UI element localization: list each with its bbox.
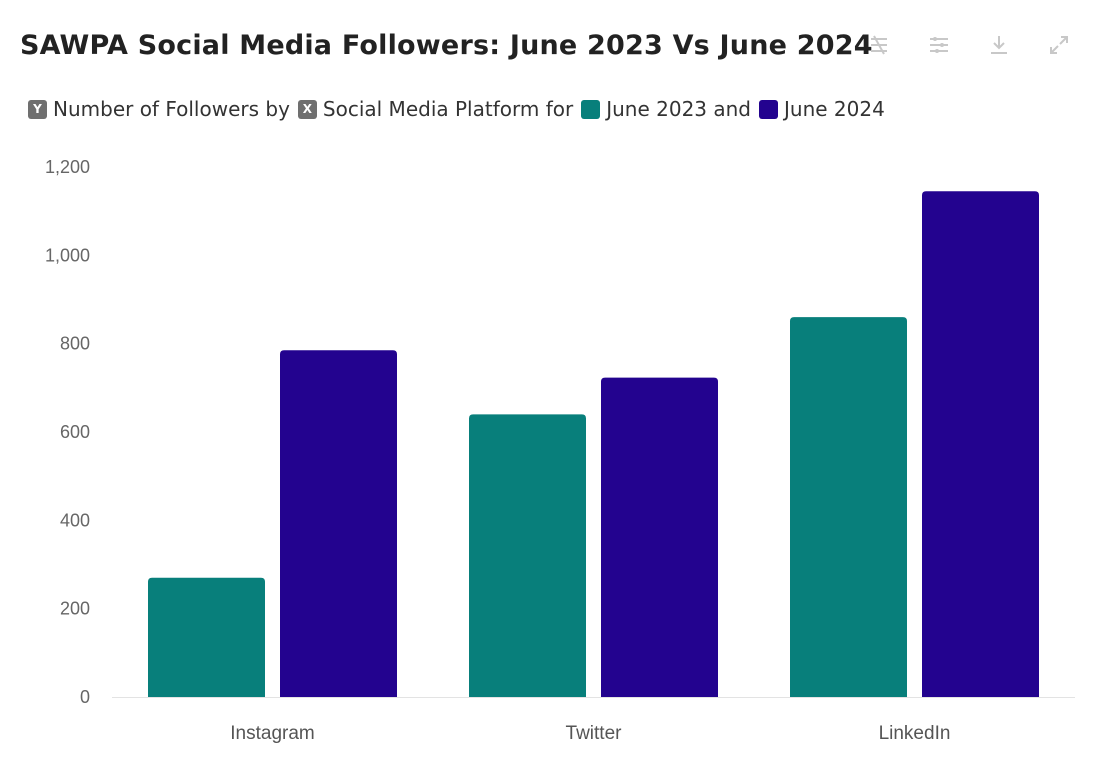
download-icon: [991, 36, 1007, 54]
y-tick-label: 200: [60, 599, 90, 619]
legend-swatch-june-2023: [581, 99, 601, 119]
expand-icon: [1050, 36, 1068, 54]
chart-toolbar: [864, 30, 1074, 60]
chart-title: SAWPA Social Media Followers: June 2023 …: [20, 30, 873, 61]
filter-button[interactable]: [924, 30, 954, 60]
y-tick-label: 800: [60, 334, 90, 354]
y-axis-tag: Y: [28, 99, 47, 119]
y-tick-label: 400: [60, 510, 90, 530]
chart-subtitle: Y Number of Followers by X Social Media …: [28, 97, 885, 121]
x-tick-label-instagram: Instagram: [230, 723, 314, 744]
bar-twitter-june-2023[interactable]: [469, 414, 586, 697]
pan-button[interactable]: [864, 30, 894, 60]
y-tick-label: 0: [80, 687, 90, 707]
y-tick-label: 1,200: [45, 157, 90, 177]
bar-linkedin-june-2023[interactable]: [790, 317, 907, 697]
download-button[interactable]: [984, 30, 1014, 60]
bar-instagram-june-2023[interactable]: [148, 577, 265, 697]
x-axis-tag: X: [297, 99, 317, 119]
pan-icon: [871, 35, 887, 55]
bar-instagram-june-2024[interactable]: [280, 350, 397, 697]
y-tick-label: 1,000: [45, 245, 90, 265]
bar-twitter-june-2024[interactable]: [601, 377, 718, 697]
legend-swatch-june-2024: [759, 99, 778, 119]
y-tick-label: 600: [60, 422, 90, 442]
subtitle-part-2: Social Media Platform for: [322, 97, 574, 121]
legend-label-june-2024[interactable]: June 2024: [784, 97, 885, 121]
filter-icon: [930, 37, 948, 53]
x-tick-label-linkedin: LinkedIn: [879, 723, 951, 744]
bar-linkedin-june-2024[interactable]: [922, 191, 1039, 697]
expand-button[interactable]: [1044, 30, 1074, 60]
subtitle-part-1: Number of Followers by: [53, 97, 290, 121]
legend-label-june-2023[interactable]: June 2023 and: [606, 97, 751, 121]
x-tick-label-twitter: Twitter: [566, 723, 623, 744]
